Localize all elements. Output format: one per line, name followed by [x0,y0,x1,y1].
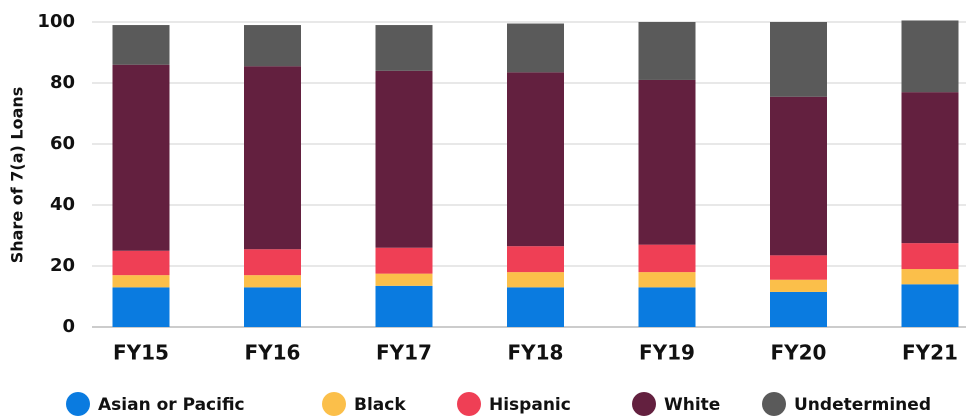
bar-segment [770,291,827,327]
bar-segment [770,22,827,97]
bar-segment [244,249,301,276]
legend-label: White [664,395,720,415]
legend-swatch [762,392,786,416]
bar-segment [638,22,696,80]
bar-segment [770,96,827,256]
bar-segment [112,64,170,251]
x-tick-label: FY18 [508,341,564,365]
bar-segment [638,287,696,327]
bar-segment [507,72,564,247]
y-tick-label: 0 [62,316,75,337]
legend-label: Hispanic [489,395,571,415]
legend-swatch [322,392,346,416]
bar-segment [638,244,696,273]
bar-segment [375,285,433,327]
y-tick-label: 20 [50,255,75,276]
bar-segment [638,272,696,288]
legend-swatch [66,392,90,416]
bar-segment [112,275,170,288]
y-tick-label: 60 [50,133,75,154]
bar-segment [901,269,959,285]
y-tick-label: 80 [50,72,75,93]
x-tick-label: FY20 [771,341,827,365]
bar-segment [244,66,301,250]
x-tick-label: FY15 [113,341,169,365]
legend-label: Asian or Pacific [98,395,245,415]
bar-segment [375,70,433,248]
legend-swatch [457,392,481,416]
bar-segment [244,287,301,327]
bar-segment [770,279,827,292]
bar-segment [901,284,959,327]
bar-segment [507,246,564,273]
bar-segment [901,243,959,270]
bar-segment [112,287,170,327]
bar-segment [770,255,827,280]
bar-segment [375,247,433,274]
x-tick-label: FY17 [376,341,432,365]
bar-segment [112,25,170,65]
bar-segment [112,250,170,276]
bar-segment [901,92,959,244]
y-tick-label: 100 [37,11,75,32]
x-tick-label: FY19 [639,341,695,365]
legend-swatch [632,392,656,416]
bar-segment [244,275,301,288]
bar-segment [901,20,959,93]
bar-segment [638,79,696,245]
bar-segment [507,287,564,327]
y-tick-label: 40 [50,194,75,215]
y-axis-title: Share of 7(a) Loans [8,87,27,264]
x-tick-label: FY21 [902,341,958,365]
bar-segment [375,25,433,71]
bar-segment [244,25,301,67]
bar-segment [507,272,564,288]
bar-segment [507,23,564,73]
x-tick-label: FY16 [245,341,301,365]
bar-segment [375,273,433,286]
legend-label: Black [354,395,406,415]
legend-label: Undetermined [794,395,931,415]
